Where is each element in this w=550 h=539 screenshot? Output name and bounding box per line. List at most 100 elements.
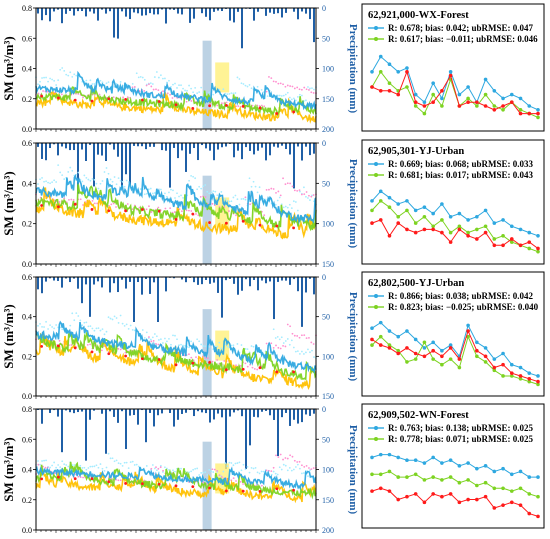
sm-point — [279, 82, 282, 85]
stats-point — [492, 108, 497, 112]
sm-point — [41, 460, 43, 462]
stats-point — [431, 211, 435, 216]
precip-tick-label: 50 — [322, 435, 330, 444]
sm-point — [244, 84, 247, 87]
stats-point — [509, 500, 514, 505]
highlight-band-blue — [202, 40, 212, 129]
sm-point — [246, 348, 249, 350]
sm-point — [288, 203, 291, 206]
stats-point — [509, 472, 514, 477]
sm-point — [164, 207, 167, 210]
sm-point — [303, 465, 306, 468]
sm-point — [162, 342, 164, 344]
sm-point — [157, 76, 160, 79]
precip-bar — [209, 277, 211, 284]
sm-point — [258, 186, 261, 189]
sm-point — [272, 470, 275, 473]
sm-point — [73, 464, 76, 466]
sm-point — [202, 471, 205, 474]
sm-point — [280, 336, 283, 339]
stats-point — [483, 360, 488, 364]
sm-point — [190, 87, 193, 90]
stats-point — [396, 334, 401, 339]
sm-point — [63, 463, 66, 466]
sm-point — [49, 77, 52, 80]
precip-bar — [129, 409, 131, 416]
stats-point — [448, 492, 453, 496]
stats-point — [527, 111, 532, 116]
stats-point — [431, 357, 435, 361]
sm-point — [288, 466, 291, 469]
precip-bar — [53, 8, 55, 12]
sm-point — [113, 315, 116, 318]
sm-point — [279, 194, 282, 197]
sm-point — [286, 457, 289, 460]
stats-point — [466, 96, 470, 101]
sm-point — [103, 171, 106, 173]
sm-point — [99, 182, 102, 185]
sm-point — [303, 186, 305, 189]
precip-bar — [233, 277, 235, 284]
sm-point — [239, 480, 242, 483]
sm-point — [260, 88, 263, 91]
precip-bar — [285, 409, 287, 413]
precip-bar — [129, 277, 131, 282]
sm-point — [109, 317, 112, 320]
sm-point — [115, 206, 117, 208]
sm-point — [51, 326, 54, 328]
stats-point — [475, 354, 479, 359]
precip-bar — [137, 409, 139, 425]
sm-point — [250, 466, 253, 469]
precip-bar — [281, 8, 283, 18]
sm-point — [149, 187, 152, 190]
stats-point — [509, 374, 514, 378]
insitu-point — [275, 112, 279, 115]
legend-swatch-marker — [374, 37, 378, 41]
insitu-point — [141, 482, 144, 486]
sm-point — [55, 466, 58, 469]
precip-tick-label: 50 — [322, 313, 330, 322]
sm-point — [284, 345, 287, 348]
precip-bar — [297, 8, 299, 20]
sm-point — [296, 96, 299, 98]
precip-bar — [249, 143, 251, 151]
sm-point — [248, 177, 251, 180]
stats-point — [466, 233, 470, 238]
sm-point — [174, 197, 176, 199]
stats-point — [518, 365, 523, 370]
stats-point — [527, 511, 532, 516]
precip-bar — [257, 8, 259, 12]
sm-point — [200, 472, 203, 474]
stats-point — [509, 371, 514, 375]
stats-panel-3: 62,802,500-YJ-Urban R: 0.866; bias: 0.038… — [361, 271, 545, 397]
precip-bar — [109, 277, 111, 293]
sm-point — [230, 462, 233, 464]
precip-bar — [45, 143, 47, 161]
insitu-point — [124, 354, 127, 358]
sm-point — [220, 102, 223, 105]
precip-bar — [233, 8, 235, 23]
insitu-point — [241, 489, 245, 493]
sm-point — [238, 461, 241, 464]
stats-point — [440, 218, 444, 222]
sm-point — [51, 181, 54, 184]
sm-point — [185, 209, 188, 212]
sm-point — [185, 100, 188, 103]
stats-point — [405, 360, 409, 364]
sm-point — [45, 320, 47, 323]
insitu-point — [124, 209, 127, 213]
sm-point — [270, 473, 273, 476]
sm-point — [263, 105, 266, 108]
stats-point — [387, 469, 392, 474]
stats-point — [422, 214, 427, 219]
stats-point — [501, 374, 505, 378]
stats-point — [440, 89, 444, 93]
precip-bar — [193, 277, 195, 283]
sm-point — [51, 78, 54, 81]
stats-point — [492, 486, 497, 491]
stats-point — [536, 494, 540, 499]
sm-point — [254, 466, 257, 469]
sm-point — [272, 188, 275, 190]
sm-point — [305, 99, 307, 102]
precip-bar — [121, 143, 123, 189]
